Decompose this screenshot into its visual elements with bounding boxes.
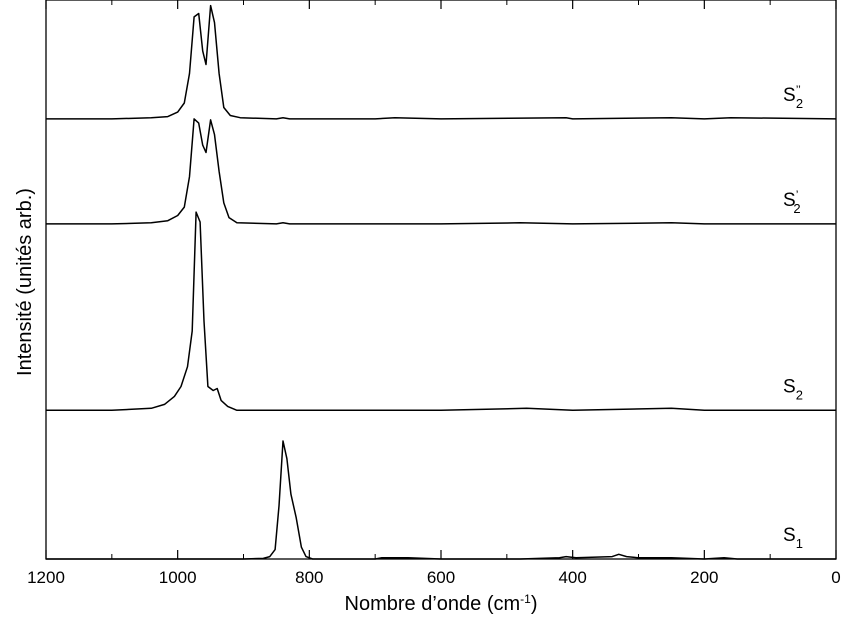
series-label-0: S1 bbox=[783, 525, 803, 551]
y-axis-title: Intensité (unités arb.) bbox=[14, 188, 36, 376]
series-line-1 bbox=[46, 211, 836, 412]
series-layer bbox=[46, 4, 837, 560]
x-tick-label: 0 bbox=[831, 568, 840, 587]
x-tick-label: 200 bbox=[690, 568, 718, 587]
series-label-1: S2 bbox=[783, 376, 803, 402]
series-line-0 bbox=[46, 440, 836, 560]
x-tick-label: 1200 bbox=[27, 568, 65, 587]
series-label-3: S’’ 2 bbox=[783, 83, 803, 111]
x-tick-label: 1000 bbox=[159, 568, 197, 587]
series-line-3 bbox=[46, 4, 837, 120]
x-axis-title: Nombre d’onde (cm-1) bbox=[345, 592, 538, 615]
x-tick-label: 800 bbox=[295, 568, 323, 587]
x-tick-label: 600 bbox=[427, 568, 455, 587]
x-axis-ticks: 1200 1000 800 600 400 200 0 bbox=[27, 0, 841, 587]
x-tick-label: 400 bbox=[558, 568, 586, 587]
series-line-2 bbox=[46, 118, 836, 225]
series-label-2: S’ 2 bbox=[783, 188, 801, 216]
plot-frame bbox=[45, 0, 837, 560]
series-labels: S1 S2 S’ 2 S’’ 2 bbox=[783, 83, 803, 551]
